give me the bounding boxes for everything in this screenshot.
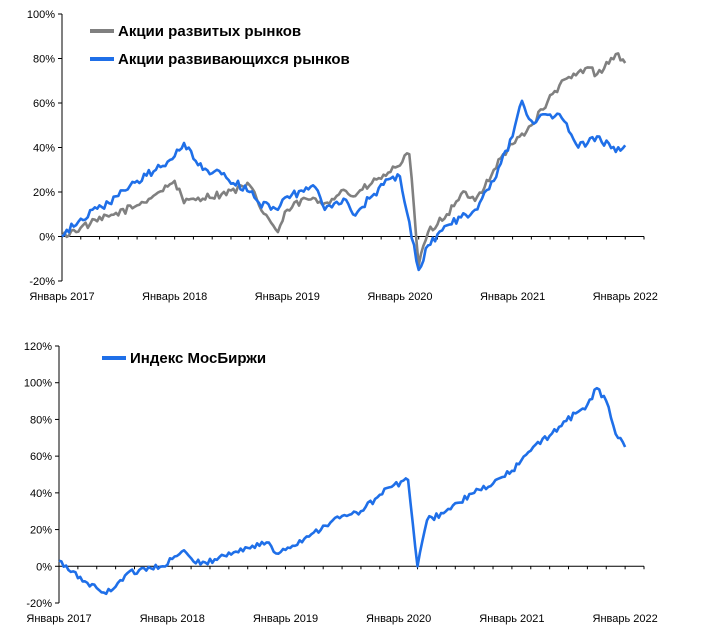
y-tick-label: -20% bbox=[26, 598, 52, 610]
y-tick-label: 0% bbox=[39, 232, 55, 244]
x-tick-label: Январь 2021 bbox=[480, 291, 545, 303]
legend-label-emerging: Акции развивающихся рынков bbox=[118, 51, 350, 68]
x-tick-label: Январь 2018 bbox=[142, 291, 207, 303]
x-tick-label: Январь 2022 bbox=[593, 613, 658, 625]
y-tick-label: 20% bbox=[30, 525, 52, 537]
series-line-emerging bbox=[61, 99, 627, 272]
x-tick-label: Январь 2018 bbox=[140, 613, 205, 625]
y-tick-label: 20% bbox=[33, 187, 55, 199]
tick-labels: -20% 0% 20% 40% 60% 80% 100% Январь 2017 Январь … bbox=[27, 9, 658, 303]
x-tick-label: Январь 2017 bbox=[26, 613, 91, 625]
series-lines bbox=[60, 52, 627, 272]
y-tick-label: -20% bbox=[29, 276, 55, 288]
x-tick-label: Январь 2017 bbox=[29, 291, 94, 303]
series-line-developed bbox=[60, 52, 627, 267]
y-tick-label: 40% bbox=[30, 488, 52, 500]
legend-label-moex: Индекс МосБиржи bbox=[130, 350, 266, 367]
y-tick-label: 120% bbox=[24, 341, 52, 353]
x-tick-label: Январь 2020 bbox=[366, 613, 431, 625]
x-tick-label: Январь 2022 bbox=[593, 291, 658, 303]
tick-labels: -20% 0% 20% 40% 60% 80% 100% 120% Январь 2017 Янв… bbox=[24, 341, 658, 625]
y-tick-label: 60% bbox=[30, 451, 52, 463]
x-tick-label: Январь 2020 bbox=[367, 291, 432, 303]
y-tick-label: 40% bbox=[33, 143, 55, 155]
chart-developed-emerging: -20% 0% 20% 40% 60% 80% 100% Январь 2017 Январь … bbox=[27, 9, 658, 303]
legend: Индекс МосБиржи bbox=[102, 350, 266, 367]
y-tick-label: 100% bbox=[27, 9, 55, 21]
x-tick-label: Январь 2019 bbox=[255, 291, 320, 303]
chart-moex-index: -20% 0% 20% 40% 60% 80% 100% 120% Январь 2017 Янв… bbox=[24, 341, 658, 625]
x-tick-label: Январь 2021 bbox=[479, 613, 544, 625]
y-tick-label: 60% bbox=[33, 98, 55, 110]
y-tick-label: 100% bbox=[24, 378, 52, 390]
y-tick-label: 80% bbox=[30, 414, 52, 426]
y-tick-label: 0% bbox=[36, 561, 52, 573]
series-line-moex bbox=[58, 386, 627, 596]
axes bbox=[55, 345, 645, 604]
series-lines bbox=[58, 386, 627, 596]
legend: Акции развитых рынков Акции развивающихс… bbox=[90, 23, 350, 68]
legend-label-developed: Акции развитых рынков bbox=[118, 23, 301, 40]
x-tick-label: Январь 2019 bbox=[253, 613, 318, 625]
y-tick-label: 80% bbox=[33, 54, 55, 66]
